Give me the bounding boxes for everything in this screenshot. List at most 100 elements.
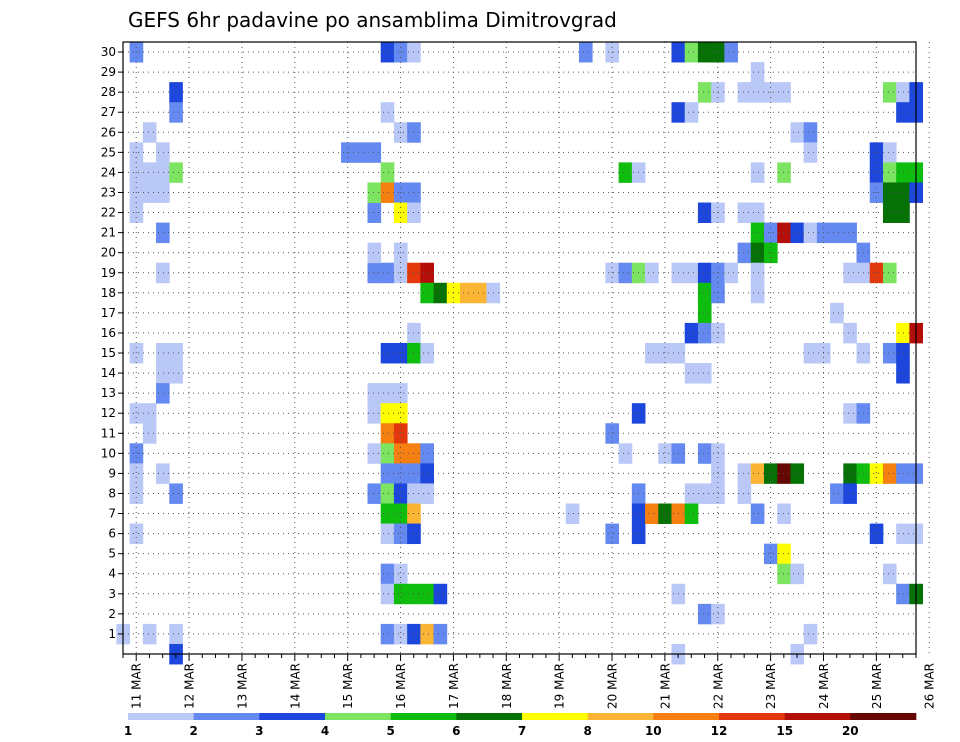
heatmap-cell [896,363,910,384]
heatmap-cell [142,182,157,203]
heatmap-cell [367,443,382,464]
heatmap-cell [750,463,765,484]
heatmap-cell [393,623,408,645]
y-tick-label: 25 [101,145,116,159]
legend-swatch [653,713,720,720]
heatmap-cell [684,483,699,504]
heatmap-cell [618,443,633,464]
heatmap-cell [393,342,408,364]
heatmap-cell [882,182,897,203]
heatmap-cell [380,383,395,404]
heatmap-cell [380,523,395,545]
legend-label: 8 [584,724,592,738]
heatmap-cell [473,282,487,304]
heatmap-cell [169,102,183,123]
heatmap-cell [882,463,897,484]
heatmap-cell [750,503,765,524]
y-tick-label: 10 [101,446,116,460]
heatmap-cell [803,342,818,364]
heatmap-cell [420,463,434,484]
heatmap-cell [803,222,818,244]
heatmap-cell [129,342,144,364]
heatmap-cell [156,463,170,484]
heatmap-cell [750,202,765,223]
heatmap-cell [380,342,395,364]
legend-label: 6 [452,724,460,738]
x-tick-label: 16 MAR [394,663,408,709]
x-tick-label: 12 MAR [183,663,197,709]
heatmap-cell [393,583,408,605]
heatmap-cell [367,262,382,284]
heatmap-cell [697,483,712,504]
heatmap-cell [777,82,791,103]
heatmap-cell [380,423,395,444]
heatmap-cell [711,443,725,464]
heatmap-cell [697,302,712,324]
heatmap-cell [129,523,144,545]
heatmap-cell [711,282,725,304]
heatmap-cell [777,162,791,183]
heatmap-cell [380,583,395,605]
legend-label: 2 [190,724,198,738]
x-tick-label: 18 MAR [500,663,514,709]
heatmap-cell [750,62,765,83]
heatmap-cell [380,563,395,585]
heatmap-cell [711,483,725,504]
heatmap-cell [156,142,170,163]
heatmap-cell [367,242,382,264]
x-tick-label: 17 MAR [447,663,461,709]
heatmap-cell [843,262,857,284]
heatmap-cell [697,82,712,103]
heatmap-cell [777,463,791,484]
heatmap-cell [750,222,765,244]
heatmap-cell [380,483,395,504]
legend-swatch [390,713,457,720]
legend-swatch [456,713,523,720]
heatmap-cell [777,563,791,585]
heatmap-cell [578,42,593,63]
legend-swatch [259,713,326,720]
legend-label: 15 [776,724,793,738]
legend-label: 4 [321,724,329,738]
heatmap-cell [896,102,910,123]
x-tick-label: 26 MAR [923,663,937,709]
y-tick-label: 15 [101,346,116,360]
heatmap-cell [684,102,699,123]
heatmap-cell [843,222,857,244]
heatmap-cell [777,543,791,565]
heatmap-cell [697,322,712,344]
heatmap-cell [420,623,434,645]
heatmap-cell [684,503,699,524]
heatmap-cell [380,403,395,424]
heatmap-cell [393,563,408,585]
heatmap-cell [803,623,818,645]
heatmap-cell [380,503,395,524]
heatmap-cell [697,363,712,384]
y-tick-label: 24 [101,165,116,179]
heatmap-cell [380,182,395,203]
heatmap-cell [393,443,408,464]
legend-swatch [193,713,260,720]
heatmap-cell [750,242,765,264]
heatmap-cell [737,483,752,504]
x-tick-label: 15 MAR [341,663,355,709]
legend-label: 12 [711,724,728,738]
heatmap-cell [367,483,382,504]
heatmap-cell [420,342,434,364]
heatmap-cell [129,443,144,464]
heatmap-cell [724,262,738,284]
y-tick-label: 16 [101,326,116,340]
x-tick-label: 14 MAR [288,663,302,709]
heatmap-cell [684,42,699,63]
legend-swatch [719,713,785,720]
heatmap-cell [156,162,170,183]
heatmap-cell [169,363,183,384]
heatmap-cell [169,162,183,183]
x-tick-label: 21 MAR [658,663,672,709]
y-tick-label: 27 [101,105,116,119]
legend-label: 10 [645,724,662,738]
heatmap-cell [869,523,884,545]
heatmap-cell [393,483,408,504]
heatmap-cell [737,82,752,103]
heatmap-cell [777,222,791,244]
